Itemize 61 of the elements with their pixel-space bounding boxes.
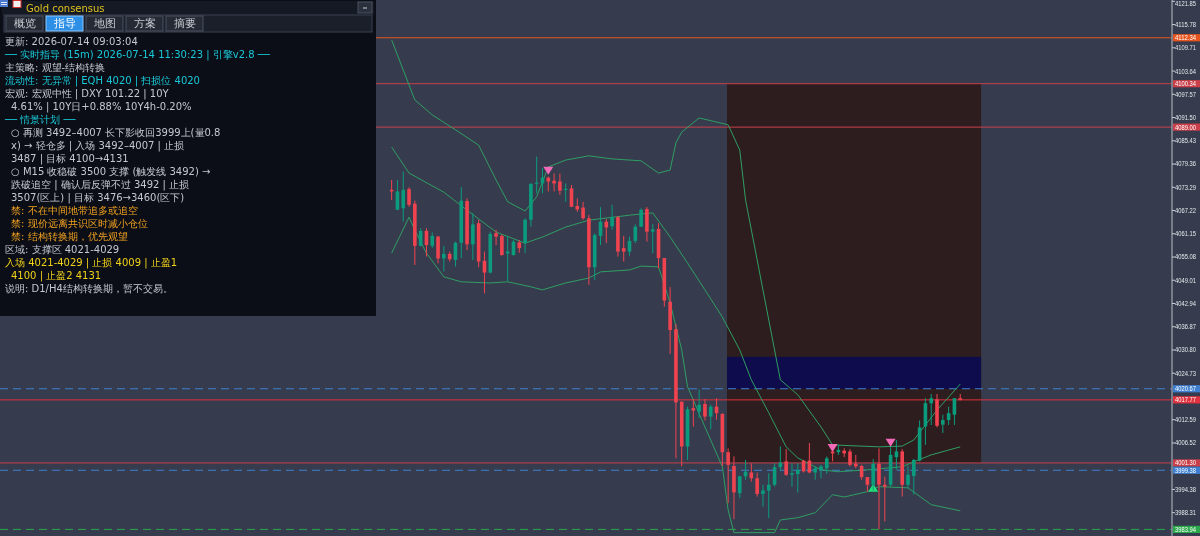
candlestick <box>523 217 527 254</box>
point <box>885 438 896 447</box>
candlestick <box>883 476 887 523</box>
annotation: x) → 轻仓多 | 入场 3492–4007 | 止损 <box>11 139 185 152</box>
candlestick <box>726 447 730 504</box>
annotation: 概览 <box>13 17 36 31</box>
point <box>543 166 554 175</box>
candlestick <box>610 204 614 231</box>
candlestick <box>912 458 916 496</box>
candlestick <box>761 484 765 508</box>
candlestick <box>697 388 701 419</box>
candlestick <box>703 398 707 421</box>
candlestick <box>871 458 875 491</box>
line-series <box>391 216 961 534</box>
annotation: 区域: 支撑区 4021-4029 <box>5 243 120 255</box>
annotation: 说明: D1/H4结构转换期，暂不交易。 <box>5 282 173 294</box>
point <box>827 444 838 452</box>
annotation: 禁: 不在中间地带追多或追空 <box>11 204 138 216</box>
candlestick <box>708 404 713 430</box>
candlestick <box>442 245 446 272</box>
annotation: 指导 <box>52 17 76 31</box>
candlestick <box>650 223 655 254</box>
annotation: 4100 | 止盈2 4131 <box>11 269 102 282</box>
candlestick <box>877 447 881 530</box>
annotation: 摘要 <box>173 17 196 31</box>
candlestick <box>784 448 788 477</box>
candlestick <box>766 472 771 519</box>
annotation: ○ M15 收稳破 3500 支撑 (触发线 3492) → <box>11 165 211 177</box>
annotation: 方案 <box>133 17 156 31</box>
candlestick <box>436 235 440 264</box>
annotation: 地图 <box>92 17 116 31</box>
candlestick <box>500 234 504 257</box>
annotation: 3507(区上) | 目标 3476→3460(区下) <box>11 191 185 204</box>
candlestick <box>929 393 934 426</box>
annotation: ── 情景计划 ── <box>4 113 77 125</box>
annotation: 禁: 结构转换期，优先观望 <box>11 230 128 242</box>
annotation: 更新: 2026-07-14 09:03:04 <box>5 35 138 47</box>
annotation: 3487 | 目标 4100→4131 <box>11 152 129 165</box>
annotation: 入场 4021-4029 | 止损 4009 | 止盈1 <box>5 256 178 269</box>
candlestick <box>494 229 498 246</box>
annotation: 禁: 现价远离共识区时减小仓位 <box>11 217 148 229</box>
annotation: 流动性: 无异常 | EQH 4020 | 扫损位 4020 <box>5 74 200 87</box>
annotation: 4.61% | 10Y日+0.88% 10Y4h-0.20% <box>11 100 192 113</box>
annotation: ○ 再测 3492–4007 长下影收回3999上(量0.8 <box>11 126 221 138</box>
candlestick <box>755 472 759 498</box>
chart-title: Gold consensus <box>26 2 105 14</box>
candlestick <box>790 462 794 488</box>
candlestick <box>906 465 910 489</box>
candlestick <box>941 414 945 434</box>
candlestick <box>819 464 823 479</box>
annotation: ── 实时指导 (15m) 2026-07-14 11:30:23 | 引擎v2.8 ── <box>4 48 271 61</box>
candlestick <box>401 171 406 223</box>
candlestick <box>645 206 649 243</box>
candlestick <box>621 235 626 263</box>
annotation: 宏观: 宏观中性 | DXY 101.22 | 10Y <box>5 87 170 100</box>
annotation: 跌破追空 | 确认后反弹不过 3492 | 止损 <box>11 178 190 191</box>
candlestick <box>558 172 562 196</box>
candlestick <box>795 462 800 493</box>
candlestick <box>407 186 411 208</box>
candlestick <box>471 212 475 261</box>
annotation: 主策略: 观望-结构转换 <box>5 61 106 73</box>
